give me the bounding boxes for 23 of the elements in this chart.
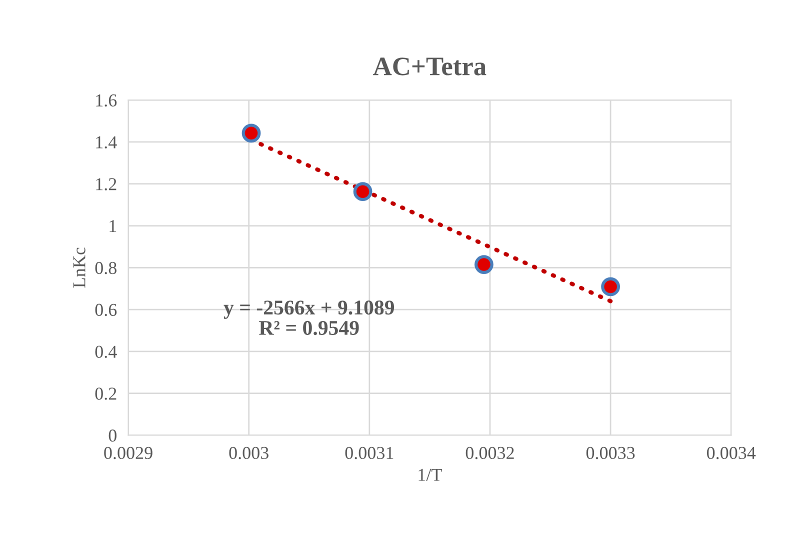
- annotation: y = -2566x + 9.1089 R² = 0.9549: [224, 300, 394, 336]
- x-tick-label: 0.0033: [586, 446, 635, 460]
- y-tick-label: 0.4: [95, 346, 117, 358]
- y-tick-label: 0: [108, 430, 116, 442]
- x-tick-label: 0.0032: [466, 446, 514, 460]
- chart-title: AC+Tetra: [373, 58, 486, 76]
- x-tick-label: 0.0034: [706, 446, 756, 460]
- x-tick-label: 0.0031: [345, 446, 394, 460]
- point: [353, 182, 372, 202]
- point: [242, 124, 261, 143]
- y-tick-label: 1: [110, 220, 116, 232]
- point: [474, 255, 494, 274]
- y-axis-title: LnKc: [73, 248, 86, 288]
- y-tick-label: 1.6: [96, 94, 117, 107]
- y-tick-label: 0.6: [95, 304, 117, 316]
- x-axis-title: 1/T: [418, 468, 442, 481]
- y-tick-label: 0.8: [95, 262, 116, 274]
- x-tick-label: 0.0029: [104, 446, 152, 460]
- y-tick-label: 0.2: [95, 388, 116, 400]
- x-tick-label: 0.003: [229, 446, 268, 460]
- y-tick-label: 1.2: [96, 178, 116, 190]
- y-tick-label: 1.4: [96, 136, 117, 148]
- point: [601, 277, 620, 296]
